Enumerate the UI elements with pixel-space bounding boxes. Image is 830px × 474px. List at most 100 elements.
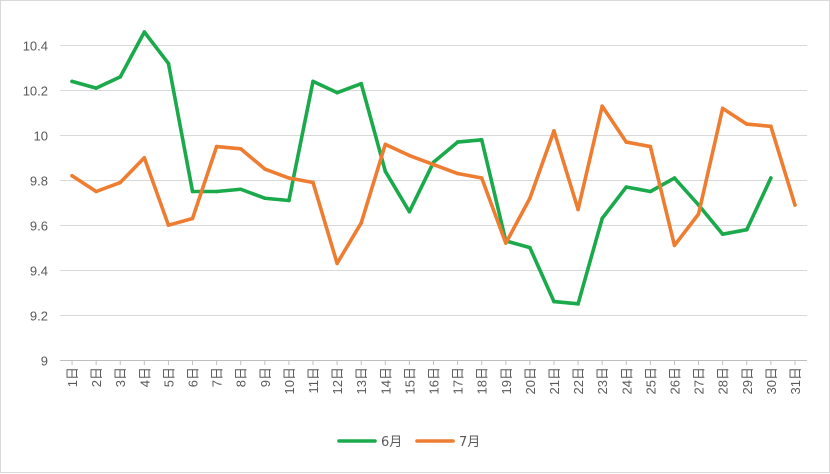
data-point (383, 169, 388, 174)
x-tick-label: 11日 (306, 367, 321, 394)
data-point (600, 216, 604, 221)
data-point (720, 232, 725, 236)
data-point (624, 140, 629, 144)
x-tick-label: 17日 (451, 367, 466, 394)
series-line-1 (70, 30, 773, 306)
data-point (696, 212, 701, 216)
data-point (359, 221, 364, 225)
data-point (720, 106, 725, 111)
data-point (455, 140, 460, 144)
legend-label: 7月 (459, 435, 480, 450)
data-point (263, 167, 267, 171)
data-point (359, 81, 364, 86)
data-point (70, 173, 74, 178)
data-point (528, 245, 532, 250)
x-tick-label: 27日 (692, 367, 707, 394)
data-point (431, 162, 436, 167)
legend: 6月 7月 (337, 435, 480, 450)
data-point (672, 176, 677, 180)
data-point (383, 142, 388, 147)
data-point (166, 223, 171, 227)
data-point (263, 196, 267, 201)
data-point (576, 207, 580, 212)
x-tick-label: 1日 (65, 367, 80, 387)
x-tick-label: 31日 (788, 367, 803, 394)
data-point (70, 79, 74, 84)
data-point (744, 227, 749, 232)
data-point (624, 185, 629, 189)
data-point (672, 243, 677, 248)
data-point (744, 122, 749, 126)
x-tick-label: 30日 (764, 367, 779, 394)
x-tick-label: 19日 (499, 367, 514, 394)
data-point (648, 144, 653, 149)
x-tick-label: 5日 (161, 367, 176, 387)
data-point (238, 187, 243, 192)
x-tick-label: 9日 (258, 367, 273, 387)
series-lines (70, 30, 797, 306)
x-tick-label: 8日 (234, 367, 249, 387)
x-tick-label: 12日 (330, 367, 345, 394)
x-tick-label: 15日 (402, 367, 417, 394)
data-point (479, 176, 484, 180)
x-axis-tick-labels: 1日 2日 3日 4日 5日 6日 7日 8日 9日 10日 11日 12日 13日 14日 15日 16日 1… (65, 360, 803, 394)
legend-label: 6月 (381, 435, 402, 450)
x-tick-label: 18日 (475, 367, 490, 394)
data-point (311, 180, 315, 185)
data-point (166, 61, 171, 66)
x-tick-label: 29日 (740, 367, 755, 394)
data-point (552, 299, 556, 304)
x-tick-label: 7日 (210, 367, 225, 387)
data-point (190, 189, 195, 194)
data-point (793, 203, 797, 207)
gridlines (60, 45, 807, 361)
y-tick-label: 9.6 (30, 219, 48, 234)
data-point (503, 241, 508, 245)
data-point (407, 153, 412, 158)
data-point (238, 147, 243, 151)
data-point (769, 124, 773, 129)
data-point (455, 171, 460, 176)
data-point (118, 180, 123, 185)
y-tick-label: 9.4 (30, 264, 48, 279)
x-tick-label: 24日 (619, 367, 634, 394)
x-tick-label: 6日 (186, 367, 201, 387)
data-point (479, 138, 484, 142)
x-tick-label: 16日 (427, 367, 442, 394)
data-point (769, 176, 773, 180)
data-point (94, 86, 98, 90)
y-tick-label: 9.8 (30, 174, 48, 189)
data-point (576, 302, 580, 306)
x-tick-label: 21日 (547, 367, 562, 394)
data-point (214, 189, 219, 194)
y-axis-tick-labels: 9 9.2 9.4 9.6 9.8 10 10.2 10.4 (23, 39, 48, 369)
data-point (142, 30, 147, 34)
x-tick-label: 4日 (137, 367, 152, 387)
data-point (600, 104, 604, 108)
data-point (142, 156, 147, 160)
data-point (528, 196, 532, 201)
x-tick-label: 13日 (354, 367, 369, 394)
x-tick-label: 10日 (282, 367, 297, 394)
legend-item: 7月 (415, 435, 480, 450)
x-tick-label: 20日 (523, 367, 538, 394)
data-point (214, 144, 219, 149)
data-point (335, 90, 339, 95)
data-point (287, 176, 291, 180)
x-tick-label: 28日 (716, 367, 731, 394)
y-tick-label: 10.2 (23, 84, 48, 99)
x-tick-label: 26日 (667, 367, 682, 394)
data-point (190, 216, 195, 221)
data-point (287, 198, 291, 203)
y-tick-label: 10 (34, 129, 48, 144)
x-tick-label: 2日 (89, 367, 104, 387)
data-point (552, 129, 556, 133)
x-tick-label: 23日 (595, 367, 610, 394)
x-tick-label: 22日 (571, 367, 586, 394)
y-tick-label: 10.4 (23, 39, 48, 54)
x-tick-label: 25日 (643, 367, 658, 394)
data-point (94, 189, 98, 194)
data-point (118, 75, 123, 79)
